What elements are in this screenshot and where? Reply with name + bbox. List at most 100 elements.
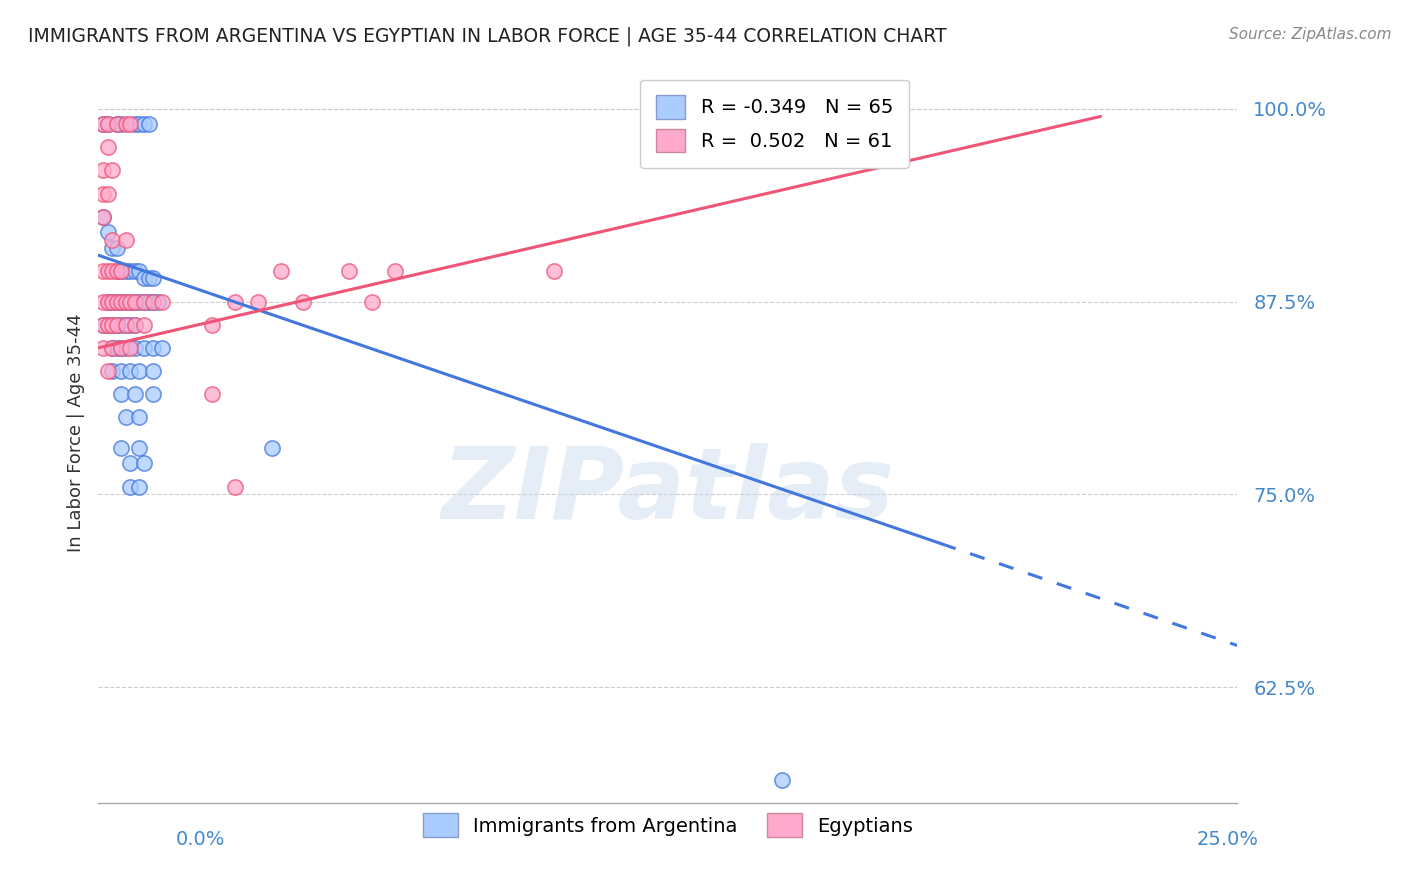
Legend: Immigrants from Argentina, Egyptians: Immigrants from Argentina, Egyptians	[415, 805, 921, 845]
Point	[91, 318, 114, 332]
Point	[132, 341, 155, 355]
Point	[120, 457, 142, 471]
Point	[101, 233, 124, 247]
Point	[150, 341, 173, 355]
Point	[105, 294, 128, 309]
Point	[150, 294, 173, 309]
Point	[110, 263, 132, 277]
Point	[101, 240, 124, 254]
Point	[110, 441, 132, 455]
Point	[120, 318, 142, 332]
Point	[105, 263, 128, 277]
Point	[114, 318, 136, 332]
Point	[96, 117, 118, 131]
Point	[128, 441, 150, 455]
Point	[132, 294, 155, 309]
Point	[91, 318, 114, 332]
Point	[120, 364, 142, 378]
Point	[142, 341, 165, 355]
Point	[96, 294, 118, 309]
Point	[120, 341, 142, 355]
Point	[110, 364, 132, 378]
Point	[260, 441, 283, 455]
Point	[114, 263, 136, 277]
Point	[96, 263, 118, 277]
Point	[124, 263, 146, 277]
Point	[138, 294, 160, 309]
Point	[793, 117, 815, 131]
Point	[142, 364, 165, 378]
Point	[124, 318, 146, 332]
Point	[224, 480, 246, 494]
Point	[110, 294, 132, 309]
Point	[132, 271, 155, 285]
Point	[128, 480, 150, 494]
Point	[128, 364, 150, 378]
Point	[124, 341, 146, 355]
Point	[132, 318, 155, 332]
Point	[201, 387, 224, 401]
Point	[128, 410, 150, 425]
Point	[114, 117, 136, 131]
Point	[101, 341, 124, 355]
Point	[337, 263, 360, 277]
Point	[120, 480, 142, 494]
Point	[770, 117, 793, 131]
Point	[384, 263, 406, 277]
Point	[105, 318, 128, 332]
Point	[770, 772, 793, 787]
Point	[114, 233, 136, 247]
Point	[142, 271, 165, 285]
Point	[110, 341, 132, 355]
Point	[543, 263, 565, 277]
Point	[201, 318, 224, 332]
Point	[105, 117, 128, 131]
Point	[91, 117, 114, 131]
Point	[96, 140, 118, 154]
Point	[101, 318, 124, 332]
Point	[110, 263, 132, 277]
Point	[101, 294, 124, 309]
Point	[91, 263, 114, 277]
Point	[91, 163, 114, 178]
Point	[110, 117, 132, 131]
Point	[124, 294, 146, 309]
Point	[132, 457, 155, 471]
Point	[105, 318, 128, 332]
Point	[292, 294, 315, 309]
Point	[110, 387, 132, 401]
Point	[815, 117, 838, 131]
Text: IMMIGRANTS FROM ARGENTINA VS EGYPTIAN IN LABOR FORCE | AGE 35-44 CORRELATION CHA: IMMIGRANTS FROM ARGENTINA VS EGYPTIAN IN…	[28, 27, 946, 46]
Point	[124, 117, 146, 131]
Point	[132, 294, 155, 309]
Point	[105, 240, 128, 254]
Point	[110, 318, 132, 332]
Point	[110, 294, 132, 309]
Text: 0.0%: 0.0%	[176, 830, 225, 848]
Point	[96, 225, 118, 239]
Point	[91, 117, 114, 131]
Point	[91, 294, 114, 309]
Point	[124, 318, 146, 332]
Text: Source: ZipAtlas.com: Source: ZipAtlas.com	[1229, 27, 1392, 42]
Point	[124, 387, 146, 401]
Point	[110, 341, 132, 355]
Y-axis label: In Labor Force | Age 35-44: In Labor Force | Age 35-44	[66, 313, 84, 552]
Point	[142, 294, 165, 309]
Point	[142, 387, 165, 401]
Point	[91, 210, 114, 224]
Point	[114, 410, 136, 425]
Point	[96, 294, 118, 309]
Point	[91, 186, 114, 201]
Point	[128, 263, 150, 277]
Point	[224, 294, 246, 309]
Point	[246, 294, 269, 309]
Point	[120, 263, 142, 277]
Text: ZIPatlas: ZIPatlas	[441, 443, 894, 541]
Point	[142, 294, 165, 309]
Point	[138, 271, 160, 285]
Point	[105, 117, 128, 131]
Point	[96, 364, 118, 378]
Point	[91, 341, 114, 355]
Point	[360, 294, 382, 309]
